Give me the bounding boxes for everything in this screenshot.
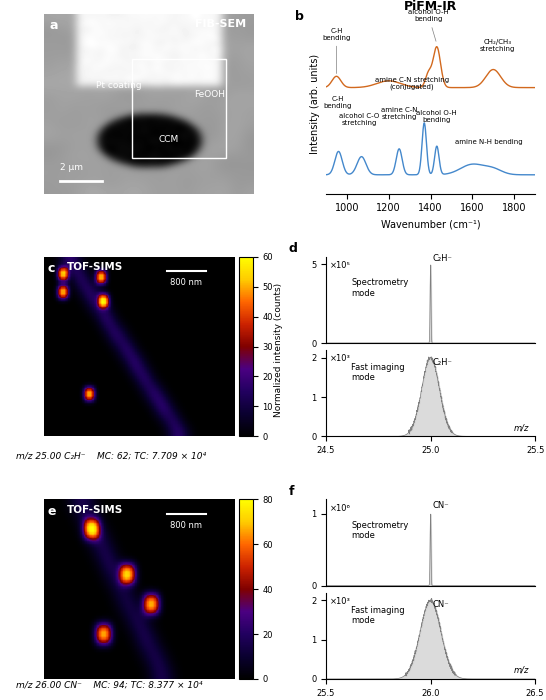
Text: ×10⁶: ×10⁶ <box>330 503 351 512</box>
Text: e: e <box>48 505 56 518</box>
Text: a: a <box>50 20 58 32</box>
Text: CH₂/CH₃
stretching: CH₂/CH₃ stretching <box>480 38 515 52</box>
Text: amine N-H bending: amine N-H bending <box>455 139 523 145</box>
Text: m/z 26.00 CN⁻    MC: 94; TC: 8.377 × 10⁴: m/z 26.00 CN⁻ MC: 94; TC: 8.377 × 10⁴ <box>16 680 203 690</box>
Text: 800 nm: 800 nm <box>170 521 203 530</box>
Title: PiFM-IR: PiFM-IR <box>404 0 457 13</box>
Text: amine C-N stretching
(conjugated): amine C-N stretching (conjugated) <box>375 77 449 90</box>
Text: 2 μm: 2 μm <box>61 163 84 172</box>
Text: 800 nm: 800 nm <box>170 278 203 287</box>
Text: TOF-SIMS: TOF-SIMS <box>67 262 123 272</box>
Y-axis label: Intensity (arb. units): Intensity (arb. units) <box>311 54 321 154</box>
Text: TOF-SIMS: TOF-SIMS <box>67 505 123 514</box>
Text: ×10³: ×10³ <box>330 354 351 363</box>
Text: FIB-SEM: FIB-SEM <box>195 20 246 29</box>
Text: m/z: m/z <box>513 666 529 675</box>
Text: C₂H⁻: C₂H⁻ <box>432 254 453 263</box>
Text: CN⁻: CN⁻ <box>432 601 449 610</box>
Bar <box>132 59 225 158</box>
Text: Spectrometry
mode: Spectrometry mode <box>351 521 408 540</box>
Text: Fast imaging
mode: Fast imaging mode <box>351 606 405 625</box>
Text: alcohol C-O
stretching: alcohol C-O stretching <box>339 113 379 126</box>
Text: f: f <box>288 485 294 498</box>
Text: C-H
bending: C-H bending <box>322 27 351 74</box>
Text: b: b <box>295 10 304 23</box>
Text: ×10⁵: ×10⁵ <box>330 261 351 270</box>
X-axis label: Wavenumber (cm⁻¹): Wavenumber (cm⁻¹) <box>381 219 480 229</box>
Text: CN⁻: CN⁻ <box>432 501 449 510</box>
Text: c: c <box>48 262 55 275</box>
Text: alcohol O-H
bending: alcohol O-H bending <box>408 9 449 41</box>
Text: m/z: m/z <box>513 423 529 432</box>
Text: CCM: CCM <box>159 135 179 144</box>
Text: alcohol O-H
bending: alcohol O-H bending <box>417 110 457 123</box>
Text: Fast imaging
mode: Fast imaging mode <box>351 363 405 382</box>
Text: FeOOH: FeOOH <box>194 90 225 99</box>
Text: ×10³: ×10³ <box>330 597 351 606</box>
Text: Normalized intensity (counts): Normalized intensity (counts) <box>274 283 283 417</box>
Text: amine C-N
stretching: amine C-N stretching <box>381 107 417 120</box>
Text: C-H
bending: C-H bending <box>323 97 352 109</box>
Text: m/z 25.00 C₂H⁻    MC: 62; TC: 7.709 × 10⁴: m/z 25.00 C₂H⁻ MC: 62; TC: 7.709 × 10⁴ <box>16 452 206 461</box>
Text: d: d <box>288 242 297 256</box>
Text: Spectrometry
mode: Spectrometry mode <box>351 278 408 298</box>
Text: Pt coating: Pt coating <box>96 81 141 90</box>
Text: C₂H⁻: C₂H⁻ <box>432 358 453 367</box>
